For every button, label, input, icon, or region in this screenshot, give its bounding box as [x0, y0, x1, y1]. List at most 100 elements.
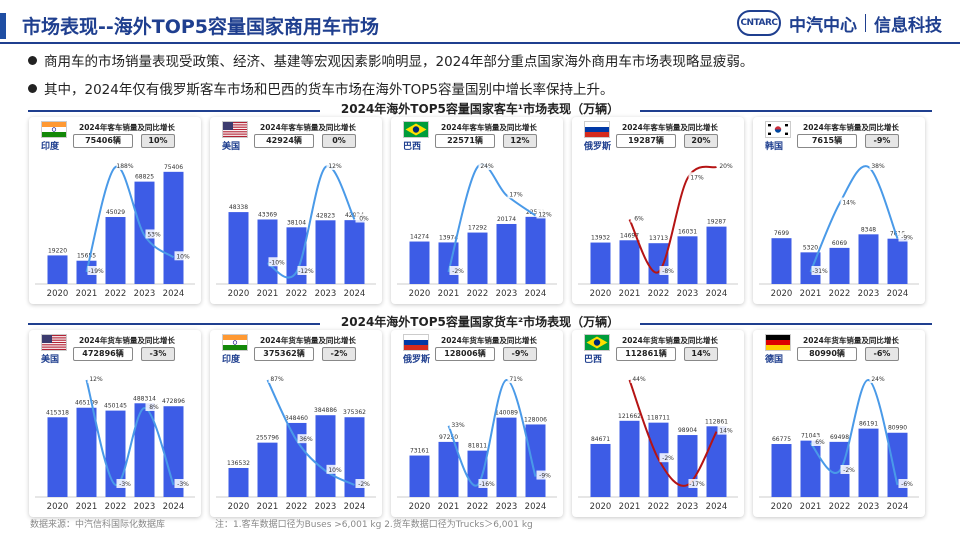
growth-line [628, 165, 717, 274]
bar-line-chart: 415318 2020 465109 2021 450145 2022 488314 2023… [35, 374, 195, 512]
bar-value-label: 465109 [75, 400, 98, 407]
growth-label-bg [630, 213, 648, 223]
growth-label-text: -12% [298, 268, 314, 275]
bar-value-label: 20174 [497, 216, 516, 223]
bar [706, 426, 727, 497]
stat-volume-box: 128006辆 [435, 347, 495, 361]
country-flag [765, 334, 791, 351]
growth-label-text: 53% [147, 231, 161, 238]
growth-label-text: 8% [149, 404, 159, 411]
growth-label-text: -19% [88, 268, 104, 275]
truck-chart-panel: 德国 2024年货车销量及同比增长 80990辆 -6% 66775 2020 71043 2… [753, 330, 925, 517]
bar-value-label: 45029 [106, 209, 125, 216]
country-flag [403, 121, 429, 138]
growth-label-text: -8% [662, 268, 674, 275]
x-tick-label: 2024 [163, 289, 185, 299]
growth-label-text: -3% [177, 481, 189, 488]
stat-volume-box: 80990辆 [797, 347, 857, 361]
country-name: 美国 [41, 355, 60, 365]
growth-label-bg [145, 402, 163, 411]
bus-chart-panel: 巴西 2024年客车销量及同比增长 22571辆 12% 14274 2020 13974 2… [391, 117, 563, 304]
bar [286, 422, 307, 497]
growth-label: 12% [87, 374, 105, 383]
growth-label-text: 10% [176, 253, 190, 260]
growth-label-bg [145, 229, 163, 239]
growth-label: 38% [869, 161, 887, 170]
bar [315, 220, 336, 284]
x-tick-label: 2020 [771, 289, 793, 299]
bar-value-label: 19220 [48, 247, 67, 254]
growth-label: 24% [478, 161, 496, 170]
growth-label-bg [811, 266, 829, 275]
footer-source: 数据来源：中汽信科国际化数据库 [30, 520, 166, 530]
x-tick-label: 2021 [438, 502, 460, 512]
stat-yoy-box: 14% [684, 347, 718, 361]
x-tick-label: 2021 [800, 289, 822, 299]
bar [76, 407, 97, 497]
bar-line-chart: 136532 2020 255796 2021 348460 2022 384886 2023… [216, 374, 376, 512]
x-tick-label: 2022 [829, 289, 851, 299]
growth-label-bg [840, 465, 858, 474]
bar-value-label: 98904 [678, 427, 697, 434]
growth-label-bg [297, 266, 315, 275]
growth-label-bg [174, 251, 192, 261]
growth-label-bg [326, 161, 344, 170]
bar-value-label: 15655 [77, 253, 96, 260]
country-flag [403, 334, 429, 351]
bar [590, 443, 611, 497]
growth-label: -31% [811, 266, 829, 275]
brand-logo: CNTARC 中汽中心 信息科技 [737, 10, 942, 36]
growth-line [85, 165, 175, 273]
growth-label-bg [536, 209, 554, 219]
growth-line [447, 163, 537, 273]
x-tick-label: 2022 [105, 502, 127, 512]
stat-volume-box: 75406辆 [73, 134, 133, 148]
growth-label: 12% [536, 209, 554, 219]
growth-label: -2% [840, 465, 858, 474]
growth-label-bg [297, 434, 315, 444]
x-tick-label: 2022 [648, 502, 670, 512]
stat-volume-box: 42924辆 [254, 134, 314, 148]
growth-label: -9% [898, 232, 916, 242]
logo-badge: CNTARC [737, 10, 781, 36]
bar [315, 415, 336, 497]
bar [134, 403, 155, 497]
bar-value-label: 13713 [649, 235, 668, 242]
growth-label-bg [717, 425, 735, 435]
x-tick-label: 2021 [257, 502, 279, 512]
growth-label-bg [659, 266, 677, 275]
bar-value-label: 14274 [410, 234, 429, 241]
growth-label-text: 6% [815, 439, 825, 446]
bar-value-label: 80990 [888, 425, 907, 432]
growth-label-bg [478, 479, 496, 488]
header-divider [0, 42, 960, 44]
x-tick-label: 2022 [467, 502, 489, 512]
x-tick-label: 2020 [409, 502, 431, 512]
growth-label-text: 12% [328, 163, 342, 170]
stat-volume-box: 7615辆 [797, 134, 857, 148]
growth-label: 20% [717, 161, 735, 170]
growth-label-text: 17% [509, 191, 523, 198]
x-tick-label: 2024 [525, 289, 547, 299]
stat-yoy-box: -6% [865, 347, 899, 361]
growth-label-text: 24% [480, 163, 494, 170]
bar-line-chart: 19220 2020 15655 2021 45029 2022 68825 2023 7540… [35, 161, 195, 299]
bar [467, 232, 488, 284]
x-tick-label: 2023 [315, 289, 337, 299]
bar-value-label: 42823 [316, 212, 335, 219]
bar [344, 220, 365, 284]
growth-label-bg [688, 172, 706, 182]
growth-label-text: -6% [901, 481, 913, 488]
country-flag [222, 334, 248, 351]
x-tick-label: 2024 [706, 289, 728, 299]
bar-value-label: 384886 [314, 407, 337, 414]
bar [257, 219, 278, 284]
x-tick-label: 2024 [887, 289, 909, 299]
x-tick-label: 2023 [858, 289, 880, 299]
growth-label: -19% [87, 266, 105, 275]
growth-label-bg [87, 374, 105, 383]
bar-line-chart: 14274 2020 13974 2021 17292 2022 20174 2023 2257… [397, 161, 557, 299]
growth-label: 71% [507, 374, 525, 383]
bar-value-label: 81811 [468, 443, 487, 450]
growth-label-text: 24% [871, 376, 885, 383]
